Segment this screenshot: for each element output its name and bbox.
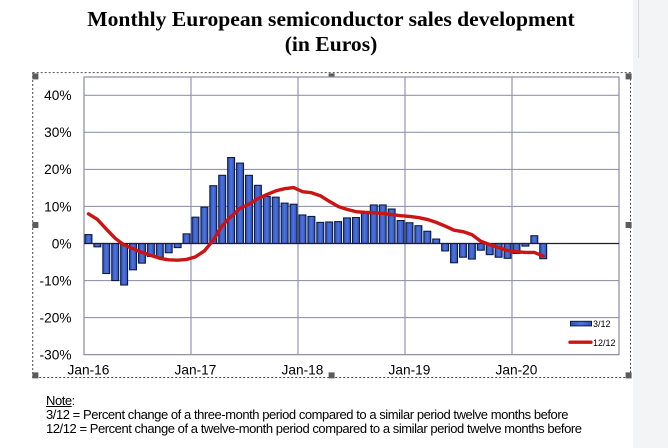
svg-text:40%: 40% bbox=[44, 88, 71, 103]
svg-text:-10%: -10% bbox=[40, 273, 72, 288]
svg-text:Jan-16: Jan-16 bbox=[68, 363, 110, 378]
svg-text:Jan-19: Jan-19 bbox=[389, 363, 431, 378]
svg-text:0%: 0% bbox=[52, 236, 72, 251]
svg-text:12/12: 12/12 bbox=[593, 338, 616, 348]
svg-text:-20%: -20% bbox=[40, 310, 72, 325]
svg-text:-30%: -30% bbox=[40, 347, 72, 362]
svg-text:20%: 20% bbox=[44, 162, 71, 177]
svg-text:30%: 30% bbox=[44, 125, 71, 140]
svg-text:10%: 10% bbox=[44, 199, 71, 214]
svg-text:Jan-17: Jan-17 bbox=[175, 363, 217, 378]
svg-text:Jan-18: Jan-18 bbox=[282, 363, 324, 378]
svg-text:Jan-20: Jan-20 bbox=[496, 363, 538, 378]
svg-text:3/12: 3/12 bbox=[593, 319, 611, 329]
